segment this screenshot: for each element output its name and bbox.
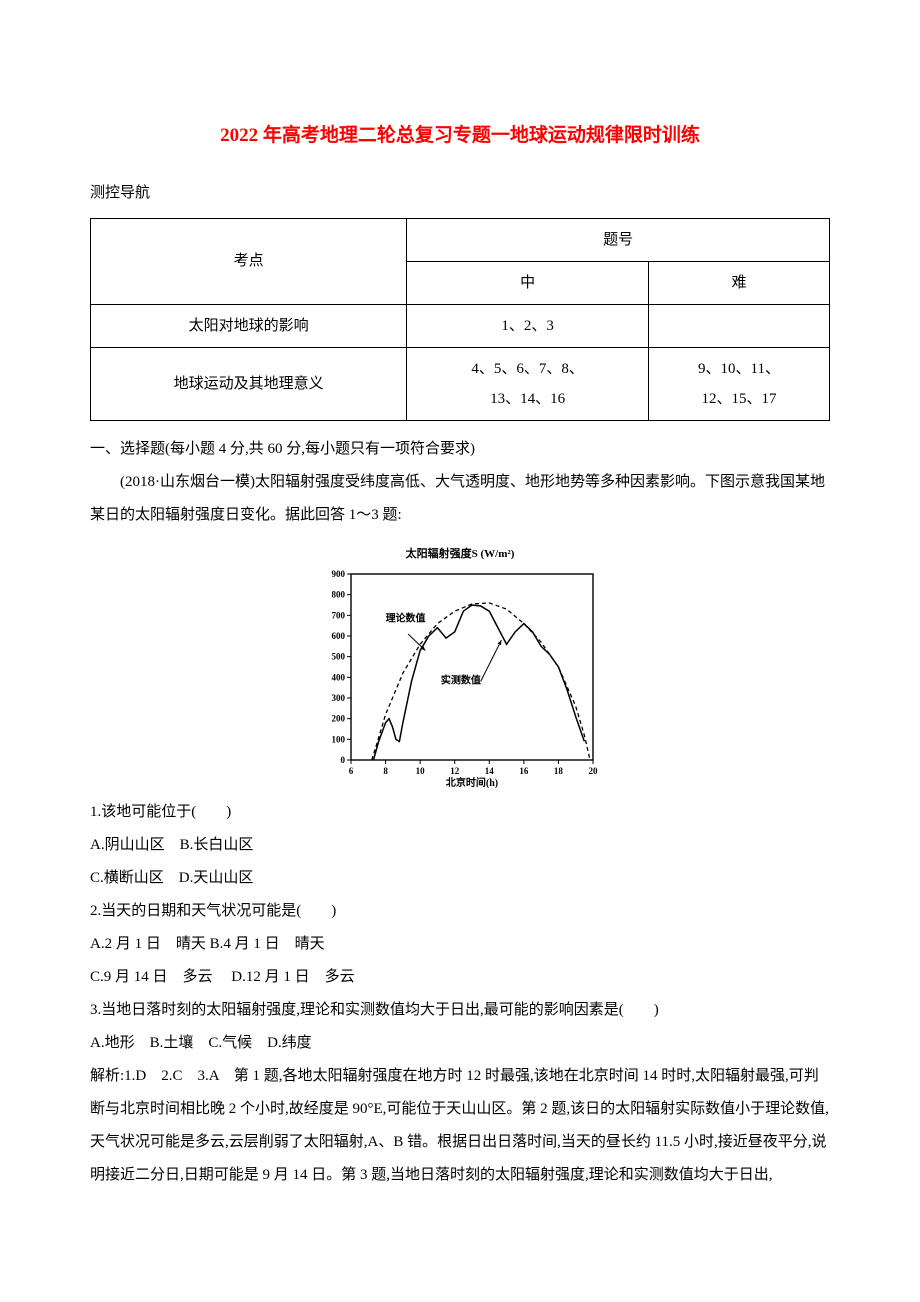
svg-text:16: 16 bbox=[519, 766, 529, 776]
question-3: 3.当地日落时刻的太阳辐射强度,理论和实测数值均大于日出,最可能的影响因素是( … bbox=[90, 994, 830, 1027]
svg-text:实测数值: 实测数值 bbox=[441, 674, 481, 687]
question-2: 2.当天的日期和天气状况可能是( ) bbox=[90, 895, 830, 928]
table-row: 太阳对地球的影响 1、2、3 bbox=[91, 304, 830, 347]
table-cell: 太阳对地球的影响 bbox=[91, 304, 407, 347]
table-cell: 1、2、3 bbox=[407, 304, 649, 347]
subtitle: 测控导航 bbox=[90, 177, 830, 210]
section-heading: 一、选择题(每小题 4 分,共 60 分,每小题只有一项符合要求) bbox=[90, 433, 830, 466]
svg-text:18: 18 bbox=[554, 766, 564, 776]
nav-table: 考点 题号 中 难 太阳对地球的影响 1、2、3 地球运动及其地理意义 4、5、… bbox=[90, 218, 830, 421]
chart-title: 太阳辐射强度S (W/m²) bbox=[90, 542, 830, 566]
radiation-chart: 0 100 200 300 400 500 600 700 800 900 6 8 10 12 14 16 18… bbox=[315, 568, 605, 788]
question-3-options: A.地形 B.土壤 C.气候 D.纬度 bbox=[90, 1027, 830, 1060]
svg-text:900: 900 bbox=[332, 569, 346, 579]
page-title: 2022 年高考地理二轮总复习专题一地球运动规律限时训练 bbox=[90, 115, 830, 157]
question-intro: (2018·山东烟台一模)太阳辐射强度受纬度高低、大气透明度、地形地势等多种因素… bbox=[90, 466, 830, 532]
svg-text:200: 200 bbox=[332, 714, 346, 724]
svg-text:800: 800 bbox=[332, 590, 346, 600]
svg-text:8: 8 bbox=[383, 766, 388, 776]
question-1-options-line2: C.横断山区 D.天山山区 bbox=[90, 862, 830, 895]
table-cell: 4、5、6、7、8、 13、14、16 bbox=[407, 347, 649, 420]
svg-text:500: 500 bbox=[332, 652, 346, 662]
svg-text:20: 20 bbox=[589, 766, 599, 776]
svg-text:300: 300 bbox=[332, 693, 346, 703]
table-header-mid: 中 bbox=[407, 261, 649, 304]
table-cell: 地球运动及其地理意义 bbox=[91, 347, 407, 420]
question-2-options-line1: A.2 月 1 日 晴天 B.4 月 1 日 晴天 bbox=[90, 928, 830, 961]
svg-text:10: 10 bbox=[416, 766, 426, 776]
table-header-topic: 考点 bbox=[91, 218, 407, 304]
svg-text:6: 6 bbox=[349, 766, 354, 776]
table-header-hard: 难 bbox=[649, 261, 830, 304]
question-2-options-line2: C.9 月 14 日 多云 D.12 月 1 日 多云 bbox=[90, 961, 830, 994]
svg-text:600: 600 bbox=[332, 631, 346, 641]
svg-text:12: 12 bbox=[450, 766, 460, 776]
svg-text:0: 0 bbox=[341, 755, 346, 765]
svg-text:14: 14 bbox=[485, 766, 495, 776]
table-row: 地球运动及其地理意义 4、5、6、7、8、 13、14、16 9、10、11、 … bbox=[91, 347, 830, 420]
svg-text:100: 100 bbox=[332, 734, 346, 744]
svg-text:400: 400 bbox=[332, 672, 346, 682]
svg-text:700: 700 bbox=[332, 610, 346, 620]
svg-text:理论数值: 理论数值 bbox=[386, 612, 426, 625]
question-1: 1.该地可能位于( ) bbox=[90, 796, 830, 829]
answer-explanation: 解析:1.D 2.C 3.A 第 1 题,各地太阳辐射强度在地方时 12 时最强… bbox=[90, 1060, 830, 1192]
table-header-num: 题号 bbox=[407, 218, 830, 261]
svg-text:北京时间(h): 北京时间(h) bbox=[446, 776, 498, 788]
table-cell bbox=[649, 304, 830, 347]
question-1-options-line1: A.阴山山区 B.长白山区 bbox=[90, 829, 830, 862]
table-cell: 9、10、11、 12、15、17 bbox=[649, 347, 830, 420]
chart-container: 太阳辐射强度S (W/m²) 0 100 200 300 400 500 600 700 800… bbox=[90, 542, 830, 788]
